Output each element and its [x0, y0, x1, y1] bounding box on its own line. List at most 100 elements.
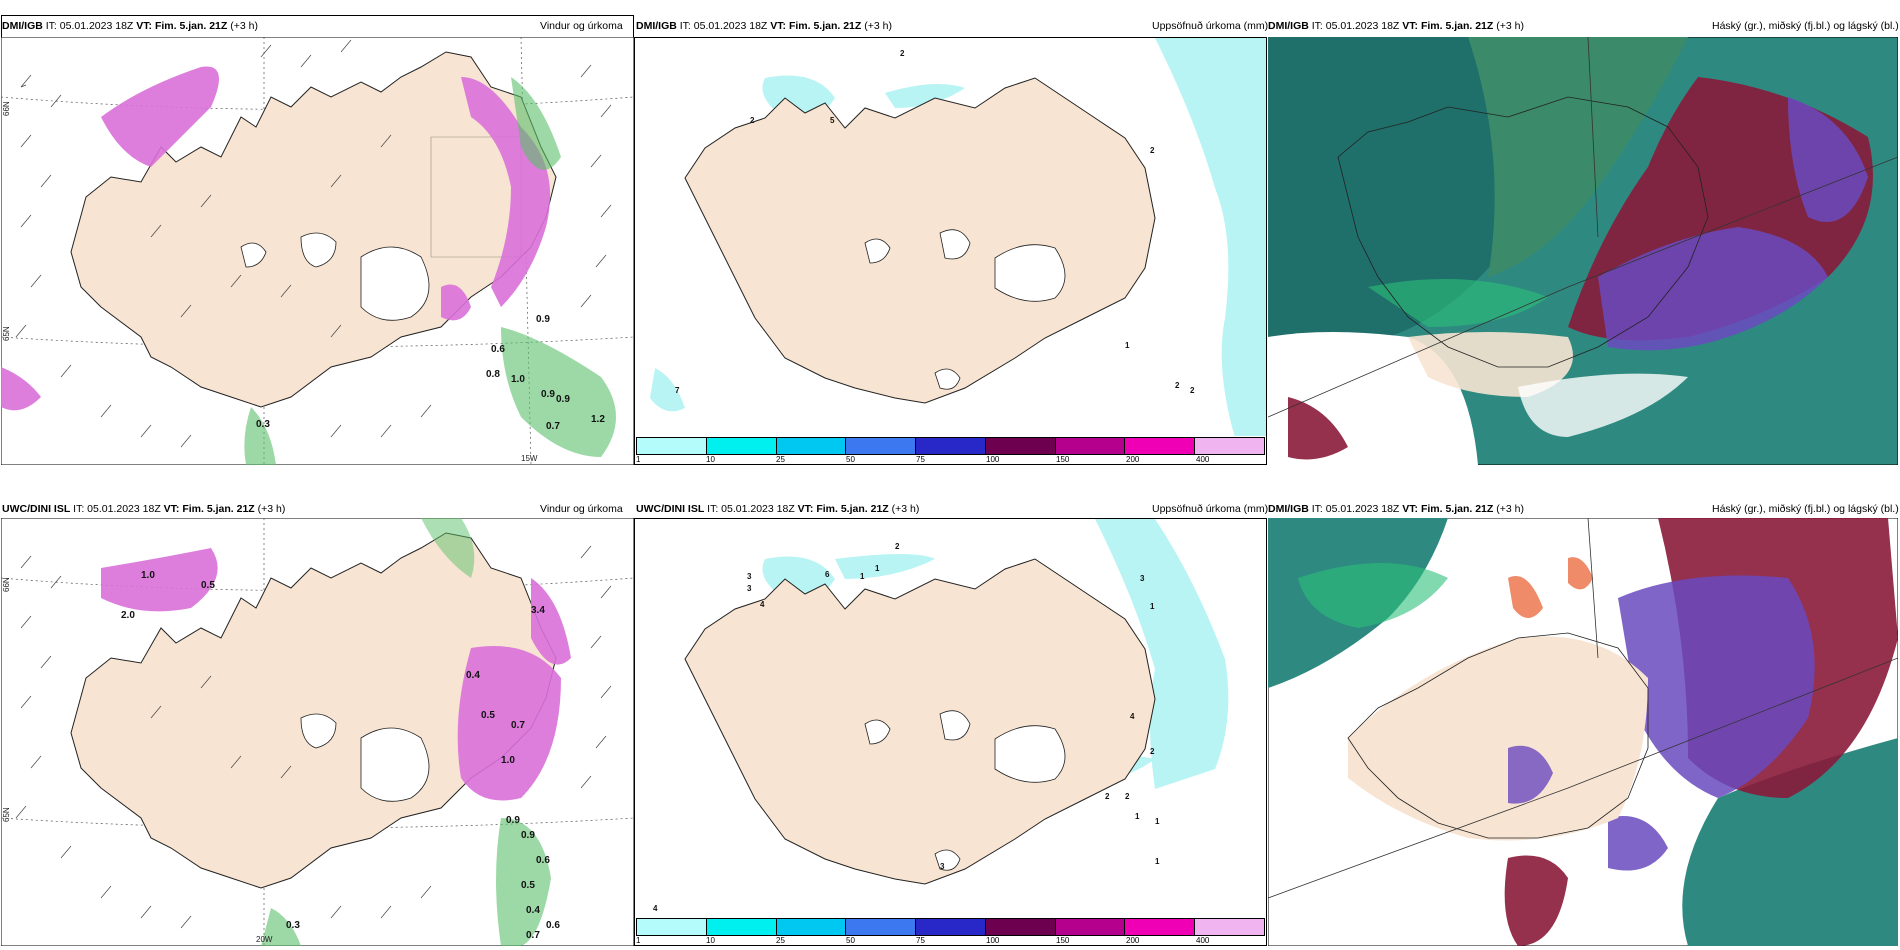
lead-time: (+3 h): [257, 503, 286, 515]
panel-header-left: UWC/DINI ISL IT: 05.01.2023 18Z VT: Fim.…: [2, 503, 285, 515]
colorbar-swatch: [1055, 919, 1126, 935]
valid-label: VT:: [797, 503, 814, 515]
colorbar-swatch: [1055, 438, 1126, 454]
precip-value-label: 1.0: [511, 374, 525, 385]
latitude-label: 66N: [2, 577, 11, 592]
init-time: IT: 05.01.2023 18Z: [679, 20, 768, 32]
valid-label: VT:: [1402, 503, 1419, 515]
wind-precip-map-top: 0.3 0.9 0.9 0.8 1.0 0.9 0.7 1.2 0.6 66N …: [1, 37, 634, 465]
panel-header-left: DMI/IGB IT: 05.01.2023 18Z VT: Fim. 5.ja…: [2, 20, 258, 32]
panel-title: Uppsöfnuð úrkoma (mm): [1152, 503, 1269, 515]
colorbar-swatch: [985, 919, 1056, 935]
valid-time: Fim. 5.jan. 21Z: [788, 20, 862, 32]
accum-value-label: 4: [760, 600, 765, 609]
accum-value-label: 1: [875, 564, 880, 573]
accum-value-label: 1: [1155, 817, 1160, 826]
colorbar-ticks: 1 10 25 50 75 100 150 200 400: [636, 936, 1265, 945]
precip-value-label: 0.9: [521, 830, 535, 841]
map-panel-accum-precip-top: 2 2 5 2 2 1 2 7 1 10 25 50 75 100: [634, 37, 1267, 465]
cloud-map-top: [1268, 37, 1898, 465]
precip-value-label: 0.7: [511, 720, 525, 731]
latitude-label: 65N: [2, 807, 11, 822]
precip-value-label: 2.0: [121, 610, 135, 621]
colorbar-tick: 10: [706, 455, 715, 464]
valid-label: VT:: [770, 20, 787, 32]
lead-time: (+3 h): [891, 503, 920, 515]
panel-title: Háský (gr.), miðský (fj.bl.) og lágský (…: [1712, 503, 1899, 515]
colorbar-swatch: [1125, 919, 1196, 935]
precip-value-label: 0.6: [536, 855, 550, 866]
colorbar-tick: 10: [706, 936, 715, 945]
valid-label: VT:: [136, 20, 153, 32]
colorbar-tick: 100: [986, 936, 1000, 945]
accum-value-label: 2: [1150, 146, 1155, 155]
valid-time: Fim. 5.jan. 21Z: [816, 503, 889, 515]
accum-value-label: 3: [747, 584, 752, 593]
init-time: IT: 05.01.2023 18Z: [45, 20, 134, 32]
colorbar-tick: 25: [776, 936, 785, 945]
colorbar-swatch: [1195, 919, 1265, 935]
accum-value-label: 3: [1140, 574, 1145, 583]
panel-title: Vindur og úrkoma: [540, 20, 623, 32]
accum-value-label: 4: [653, 904, 658, 913]
accum-value-label: 7: [675, 386, 680, 395]
accum-value-label: 2: [1175, 381, 1180, 390]
lead-time: (+3 h): [864, 20, 892, 32]
model-name: DMI/IGB: [2, 20, 43, 32]
colorbar-tick: 200: [1126, 455, 1140, 464]
accum-precip-map-bottom: 2 3 3 4 6 1 1 1 3 4 2 2 2 1 1 1 4 3: [653, 519, 1229, 913]
accum-value-label: 1: [1155, 857, 1160, 866]
model-name: UWC/DINI ISL: [636, 503, 705, 515]
colorbar-swatch: [637, 438, 707, 454]
panel-title: Háský (gr.), miðský (fj.bl.) og lágský (…: [1712, 20, 1899, 32]
panel-header-left: DMI/IGB IT: 05.01.2023 18Z VT: Fim. 5.ja…: [1268, 20, 1524, 32]
precip-value-label: 0.9: [541, 389, 555, 400]
lead-time: (+3 h): [230, 20, 258, 32]
colorbar-tick: 1: [636, 936, 641, 945]
colorbar-swatch: [985, 438, 1056, 454]
accum-value-label: 4: [1130, 712, 1135, 721]
accum-value-label: 2: [1105, 792, 1110, 801]
wind-precip-map-bottom: 2.0 1.0 0.5 0.4 0.5 0.7 1.0 0.9 0.9 0.6 …: [1, 518, 634, 946]
latitude-label: 66N: [2, 101, 11, 116]
colorbar-tick: 50: [846, 455, 855, 464]
panel-header-left: DMI/IGB IT: 05.01.2023 18Z VT: Fim. 5.ja…: [636, 20, 892, 32]
init-time: IT: 05.01.2023 18Z: [73, 503, 161, 515]
accum-value-label: 2: [900, 49, 905, 58]
precip-value-label: 0.7: [526, 930, 540, 941]
valid-label: VT:: [163, 503, 180, 515]
precip-value-label: 0.9: [536, 314, 550, 325]
panel-header-left: UWC/DINI ISL IT: 05.01.2023 18Z VT: Fim.…: [636, 503, 919, 515]
precip-value-label: 1.2: [591, 414, 605, 425]
colorbar-swatch: [916, 919, 986, 935]
valid-label: VT:: [1402, 20, 1419, 32]
accum-value-label: 2: [750, 116, 755, 125]
colorbar-swatch: [846, 438, 917, 454]
colorbar-swatch: [1125, 438, 1196, 454]
precip-value-label: 0.9: [506, 815, 520, 826]
accum-value-label: 2: [1125, 792, 1130, 801]
precip-value-label: 0.3: [286, 920, 300, 931]
precip-value-label: 0.5: [201, 580, 215, 591]
valid-time: Fim. 5.jan. 21Z: [1420, 503, 1494, 515]
model-name: DMI/IGB: [636, 20, 677, 32]
precip-value-label: 1.0: [501, 755, 515, 766]
colorbar-swatches: [636, 918, 1265, 936]
precip-value-label: 3.4: [531, 605, 545, 616]
precip-value-label: 0.6: [491, 344, 505, 355]
init-time: IT: 05.01.2023 18Z: [707, 503, 795, 515]
colorbar-swatch: [706, 919, 777, 935]
colorbar-tick: 200: [1126, 936, 1140, 945]
colorbar: 1 10 25 50 75 100 150 200 400: [635, 436, 1266, 464]
init-time: IT: 05.01.2023 18Z: [1311, 20, 1400, 32]
colorbar-swatch: [776, 438, 847, 454]
model-name: DMI/IGB: [1268, 20, 1309, 32]
colorbar-swatch: [846, 919, 917, 935]
colorbar-tick: 50: [846, 936, 855, 945]
accum-value-label: 1: [1125, 341, 1130, 350]
colorbar-swatch: [1195, 438, 1265, 454]
lead-time: (+3 h): [1496, 503, 1524, 515]
longitude-label: 15W: [521, 454, 538, 463]
accum-value-label: 1: [1135, 812, 1140, 821]
precip-value-label: 1.0: [141, 570, 155, 581]
